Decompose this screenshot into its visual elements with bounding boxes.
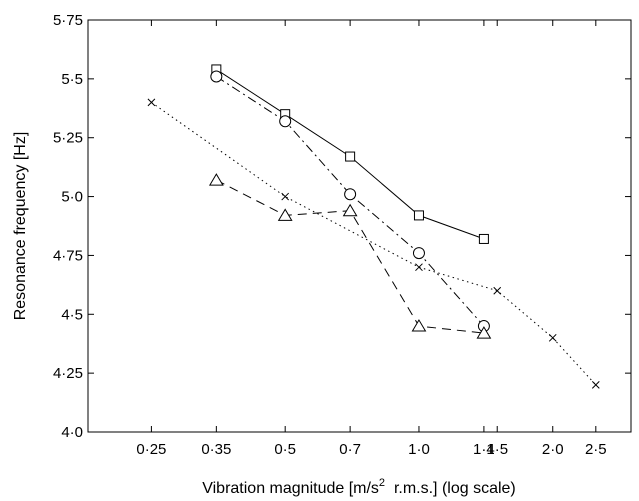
y-tick-label: 5·5 [61,71,83,88]
series-3-triangle-point [277,208,293,221]
series-2-circle-point [279,115,292,128]
series-2-circle-point [344,188,357,201]
series-4-cross-point [493,286,502,295]
series-markers [147,64,600,389]
x-axis-title-prefix: Vibration magnitude [m/s [202,480,379,497]
series-3-triangle-line [216,179,484,334]
x-axis-ticks: 0·25 0·35 0·5 0·7 1·0 1·41·5 2·0 2·5 [136,20,607,458]
series-3-triangle-point [411,319,427,332]
series-4-cross-point [548,333,557,342]
series-4-cross-point [591,381,600,389]
x-tick-label: 1·5 [486,441,508,458]
series-4-cross-point [415,263,423,272]
series-3-triangle-point [476,326,492,339]
y-axis-title: Resonance frequency [Hz] [12,132,29,321]
series-lines [151,68,597,386]
x-tick-label: 0·7 [339,441,361,458]
series-2-circle-point [210,70,223,83]
y-tick-label: 4·5 [61,306,83,323]
series-4-cross-point [281,192,290,201]
series-1-square-point [345,151,356,162]
series-2-circle-point [412,247,425,260]
y-tick-label: 4·75 [53,247,83,264]
plot-area-frame [87,19,632,433]
y-tick-label: 5·25 [53,130,83,147]
y-tick-label: 4·25 [53,365,83,382]
x-tick-label: 2·5 [585,441,607,458]
x-axis-title-suffix: r.m.s.] (log scale) [385,480,516,497]
series-1-square-point [478,233,489,244]
y-tick-label: 5·75 [53,12,83,29]
x-tick-label: 1·0 [408,441,430,458]
x-tick-label: 0·5 [274,441,296,458]
x-axis-title-superscript: 2 [379,477,385,489]
x-tick-label: 1·4 [473,441,495,458]
series-3-triangle-point [208,173,224,186]
y-axis-ticks: 4·0 4·25 4·5 4·75 5·0 5·25 5·5 5·75 [53,12,631,441]
series-1-square-point [413,210,424,221]
y-tick-label: 4·0 [61,424,83,441]
x-tick-label: 0·25 [136,441,166,458]
series-3-triangle-point [342,203,358,217]
series-2-circle-line [216,76,485,327]
y-tick-label: 5·0 [61,189,83,206]
x-axis-title: Vibration magnitude [m/s2 r.m.s.] (log s… [202,477,516,497]
x-tick-label: 2·0 [542,441,564,458]
series-4-cross-line [151,101,597,386]
series-4-cross-point [147,98,156,107]
x-tick-label: 0·35 [201,441,231,458]
